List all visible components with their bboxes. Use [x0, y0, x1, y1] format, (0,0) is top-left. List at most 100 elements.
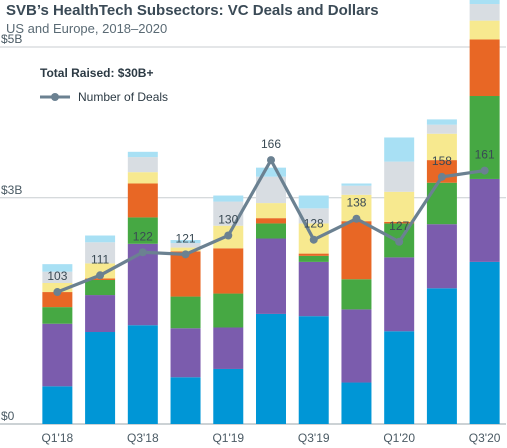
- bar-stack-10: [469, 0, 500, 424]
- grid-lines: [0, 46, 506, 425]
- deals-point: [138, 248, 147, 257]
- bar-segment: [298, 255, 329, 262]
- bar-segment: [213, 195, 244, 202]
- bar-segment: [42, 323, 73, 387]
- deals-data-label: 166: [261, 137, 281, 151]
- bar-segment: [298, 253, 329, 256]
- bar-segment: [384, 331, 415, 424]
- bar-segment: [256, 223, 286, 239]
- legend-line-marker: [51, 93, 59, 101]
- bar-segment: [469, 261, 500, 424]
- bar-segment: [127, 183, 158, 218]
- deals-point: [224, 231, 233, 240]
- deals-point: [267, 156, 275, 165]
- bar-segment: [170, 251, 201, 297]
- deals-data-label: 130: [218, 213, 238, 227]
- deals-data-label: 128: [304, 217, 324, 231]
- bar-segment: [213, 327, 244, 369]
- deals-point: [53, 288, 62, 297]
- bar-segment: [170, 296, 201, 329]
- deals-data-label: 121: [176, 231, 196, 245]
- bar-segment: [469, 0, 500, 5]
- bar-segment: [85, 242, 116, 264]
- chart-subtitle: US and Europe, 2018–2020: [6, 21, 168, 36]
- bar-segment: [426, 224, 457, 289]
- bar-segment: [127, 151, 158, 158]
- bar-segment: [426, 133, 457, 161]
- deals-data-label: 158: [432, 154, 452, 168]
- bar-segment: [384, 221, 415, 224]
- bar-segment: [256, 203, 286, 219]
- deals-data-label: 138: [346, 196, 366, 210]
- bar-segment: [341, 309, 372, 383]
- bar-segment: [213, 368, 244, 424]
- total-raised-label: Total Raised: $30B+: [40, 66, 153, 80]
- bar-segment: [42, 264, 73, 272]
- deals-line: 103 111 122 121 130 166 128 138 127 158 161: [47, 137, 495, 297]
- bar-segment: [384, 257, 415, 332]
- y-tick-label: $0: [1, 409, 15, 423]
- bar-segment: [85, 235, 116, 243]
- bar-segment: [384, 137, 415, 162]
- bar-segment: [170, 377, 201, 424]
- bar-segment: [469, 20, 500, 40]
- bar-stack-0: [42, 264, 73, 424]
- bar-stack-2: [127, 151, 158, 424]
- deals-data-label: 127: [389, 219, 409, 233]
- bar-segment: [469, 4, 500, 21]
- bar-segment: [85, 263, 116, 279]
- bar-segment: [256, 313, 286, 424]
- legend: Total Raised: $30B+ Number of Deals: [40, 66, 168, 104]
- deals-point: [480, 166, 489, 175]
- bar-segment: [42, 292, 73, 308]
- bar-stack-6: [298, 195, 329, 424]
- bar-segment: [384, 191, 415, 222]
- x-tick-label: Q1'18: [42, 431, 74, 445]
- deals-point: [395, 237, 404, 246]
- bar-stack-7: [341, 183, 372, 424]
- bar-segment: [127, 157, 158, 173]
- deals-data-label: 122: [133, 229, 153, 243]
- bar-segment: [341, 185, 372, 195]
- chart-title: SVB’s HealthTech Subsectors: VC Deals an…: [6, 2, 379, 19]
- bar-segment: [213, 293, 244, 328]
- bar-segment: [127, 172, 158, 184]
- y-tick-label: $5B: [1, 32, 22, 46]
- bar-segment: [42, 271, 73, 284]
- bar-segment: [170, 240, 201, 244]
- bar-segment: [85, 295, 116, 333]
- bar-segment: [298, 208, 329, 224]
- deals-data-label: 161: [475, 148, 495, 162]
- x-tick-label: Q1'20: [383, 431, 415, 445]
- bar-stack-4: [213, 195, 244, 424]
- bar-segment: [341, 183, 372, 186]
- x-tick-label: Q3'20: [469, 431, 501, 445]
- bar-stack-5: [256, 167, 286, 424]
- deals-point: [96, 271, 105, 280]
- x-tick-label: Q3'18: [127, 431, 159, 445]
- bar-stack-3: [170, 240, 201, 424]
- deals-point: [309, 235, 318, 244]
- bar-segment: [85, 279, 116, 296]
- bar-segment: [42, 307, 73, 324]
- bar-segment: [85, 332, 116, 424]
- bar-segment: [298, 316, 329, 424]
- bar-segment: [170, 243, 201, 248]
- bar-segment: [256, 218, 286, 224]
- bar-segment: [127, 217, 158, 244]
- bar-segment: [298, 261, 329, 317]
- x-tick-label: Q3'19: [298, 431, 330, 445]
- bar-segment: [213, 201, 244, 226]
- bar-segment: [426, 288, 457, 424]
- bar-segment: [256, 238, 286, 314]
- bar-segment: [426, 124, 457, 134]
- bar-stacks: [42, 0, 500, 424]
- bar-segment: [170, 328, 201, 378]
- legend-deals-label: Number of Deals: [78, 90, 168, 104]
- deals-point: [352, 214, 361, 223]
- bar-segment: [256, 167, 286, 177]
- x-tick-label: Q1'19: [212, 431, 244, 445]
- bar-stack-8: [384, 137, 415, 424]
- bar-segment: [127, 325, 158, 424]
